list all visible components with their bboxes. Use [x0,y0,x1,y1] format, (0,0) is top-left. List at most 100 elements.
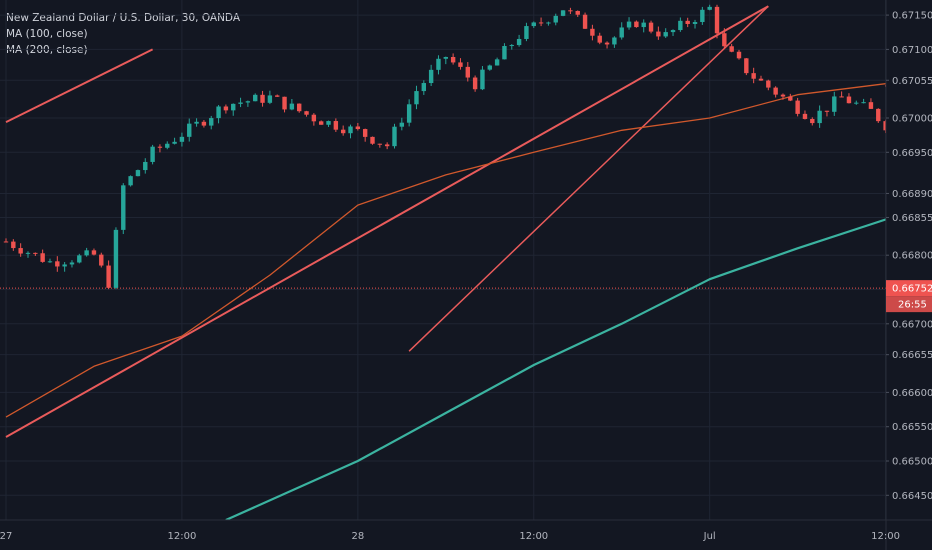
trendline-3 [408,5,769,352]
candle-body [340,129,346,134]
candle-body [421,83,427,92]
candle-body [516,38,522,46]
y-tick-label: 0.67000 [892,113,932,124]
price-tag-label: 0.66752 [892,284,932,295]
candle-body [297,103,302,112]
candle-body [209,118,214,126]
candle-body [289,103,295,110]
trendline-2 [5,5,769,438]
candle-body [465,66,470,78]
candle-body [333,121,339,130]
candle-body [436,58,441,70]
candle-body [582,14,588,29]
candle-body [150,146,155,162]
candle-body [91,250,97,255]
candle-body [348,126,353,134]
candle-body [568,10,573,12]
candle-body [11,241,16,249]
grid [0,0,887,520]
candle-body [736,51,742,59]
y-tick-label: 0.67100 [892,45,932,56]
candle-body [531,22,536,27]
trendline-1 [5,48,154,123]
candle-body [143,161,148,171]
candle-body [311,114,317,122]
candle-body [362,129,368,137]
candle-body [766,80,771,88]
candle-body [700,9,705,23]
candle-body [502,46,507,60]
candle-body [670,30,676,33]
candle-body [678,20,683,31]
candle-body [399,122,405,127]
candle-body [758,78,764,81]
candle-body [304,111,309,115]
candle-body [751,73,756,79]
candle-body [817,110,822,124]
candle-body [25,252,31,254]
candle-body [458,62,463,67]
candle-body [135,170,141,177]
drawings[interactable] [0,5,932,438]
candle-body [62,264,67,267]
candle-body [157,146,163,148]
candle-body [18,248,23,254]
candle-body [77,255,82,263]
candle-body [84,250,89,256]
x-tick-label: 12:00 [168,531,197,542]
candle-body [773,87,778,95]
candle-body [428,69,434,84]
candle-body [612,37,617,45]
candle-body [641,22,646,28]
candle-body [384,144,390,147]
candle-body [443,56,448,59]
candle-body [824,110,830,112]
y-tick-label: 0.67055 [892,76,932,87]
candle-body [231,103,236,111]
timer-tag-label: 26:55 [898,300,927,311]
candle-body [868,102,874,109]
candle-body [392,126,397,147]
candle-body [656,31,661,37]
y-tick-label: 0.66800 [892,251,932,262]
legend-ma100: MA (100, close) [6,28,88,40]
candle-body [795,100,800,114]
candle-body [260,94,265,103]
candle-body [194,121,199,124]
y-tick-label: 0.66950 [892,148,932,159]
candle-body [861,102,866,104]
candle-body [546,22,551,24]
candle-body [487,65,492,70]
candle-body [121,185,126,230]
candle-body [172,141,177,144]
candle-body [538,22,544,24]
y-tick-label: 0.67150 [892,11,932,22]
candle-body [553,15,558,23]
ma100-line [5,83,932,418]
candle-body [619,27,624,38]
candle-body [406,104,412,123]
candle-body [450,56,456,63]
candle-body [692,22,698,24]
y-tick-label: 0.66890 [892,189,932,200]
candle-body [663,32,668,37]
candle-body [560,10,566,16]
candle-body [648,22,654,32]
candle-body [810,118,815,124]
candle-body [575,10,580,15]
candle-body [480,69,485,90]
candle-body [47,261,53,263]
candle-body [187,123,192,137]
candle-body [165,143,170,148]
candle-body [253,94,258,102]
y-tick-label: 0.66450 [892,491,932,502]
candle-body [854,102,859,104]
candle-body [597,35,602,43]
y-tick-label: 0.66655 [892,350,932,361]
candle-body [113,229,119,288]
candle-body [494,59,500,66]
candle-body [318,121,324,125]
candle-body [245,101,251,103]
candle-body [40,253,45,262]
